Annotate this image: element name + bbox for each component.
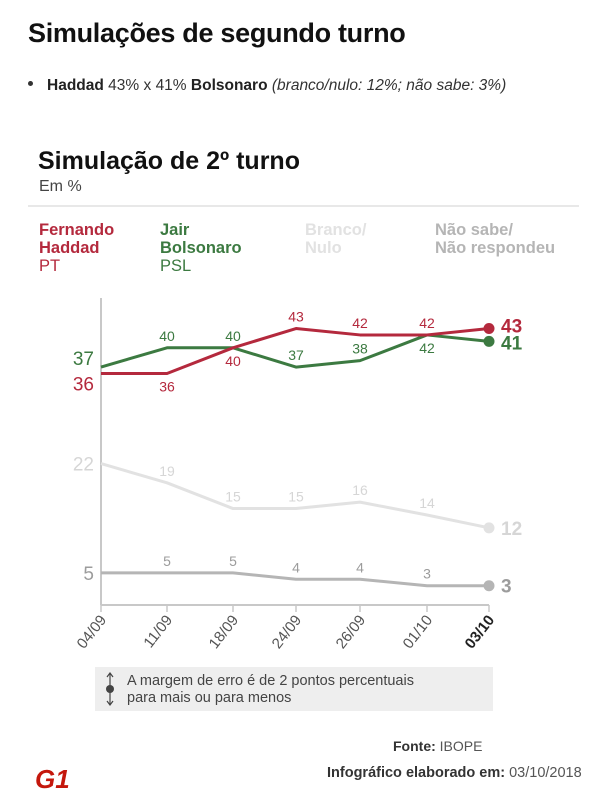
data-label-haddad-6: 43	[501, 317, 522, 338]
series-end-point-branco	[483, 522, 495, 534]
source-value: IBOPE	[439, 738, 483, 754]
data-label-haddad-3: 43	[288, 309, 304, 325]
data-label-naosabe-0: 5	[83, 564, 94, 585]
x-tick-label-1: 11/09	[140, 612, 176, 651]
data-label-naosabe-3: 4	[292, 559, 300, 575]
legend-haddad-name2: Haddad	[39, 239, 100, 257]
error-margin-text: A margem de erro é de 2 pontos percentua…	[127, 673, 414, 707]
data-label-bolsonaro-4: 38	[352, 341, 368, 357]
divider	[28, 205, 579, 207]
data-label-bolsonaro-0: 37	[73, 349, 94, 370]
summary-bullet: Haddad 43% x 41% Bolsonaro (branco/nulo:…	[28, 77, 506, 95]
data-label-haddad-4: 42	[352, 315, 368, 331]
legend-item-bolsonaro: Jair Bolsonaro PSL	[160, 221, 242, 275]
blank-undecided-note: (branco/nulo: 12%; não sabe: 3%)	[271, 77, 507, 94]
legend-branco-name2: Nulo	[305, 239, 342, 257]
candidate-a-name: Haddad	[47, 77, 104, 94]
data-label-naosabe-2: 5	[229, 553, 237, 569]
made-date-credit: Infográfico elaborado em: 03/10/2018	[327, 765, 582, 781]
x-tick-label-6: 03/10	[462, 612, 499, 652]
legend-haddad-name1: Fernando	[39, 221, 115, 239]
x-tick-label-5: 01/10	[400, 612, 437, 652]
chart-title: Simulação de 2º turno	[38, 147, 300, 175]
error-margin-box	[95, 667, 493, 711]
made-label: Infográfico elaborado em:	[327, 765, 506, 781]
error-margin-icon	[106, 672, 114, 706]
data-label-naosabe-5: 3	[423, 566, 431, 582]
source-label: Fonte:	[393, 738, 436, 754]
data-label-branco-0: 22	[73, 455, 94, 476]
series-end-point-bolsonaro	[483, 335, 495, 347]
chart-subtitle: Em %	[39, 178, 82, 195]
data-label-bolsonaro-2: 40	[225, 328, 241, 344]
data-label-naosabe-1: 5	[163, 553, 171, 569]
g1-logo-icon: G1	[35, 764, 70, 793]
data-label-bolsonaro-1: 40	[159, 328, 175, 344]
series-line-haddad	[101, 327, 490, 376]
legend-haddad-party: PT	[39, 257, 61, 275]
data-label-branco-1: 19	[159, 463, 175, 479]
bullet-dot-icon	[28, 81, 33, 87]
data-label-haddad-0: 36	[73, 375, 94, 396]
legend-item-naosabe: Não sabe/ Não respondeu	[435, 221, 555, 257]
error-margin-line1: A margem de erro é de 2 pontos percentua…	[127, 673, 414, 689]
error-margin-line2: para mais ou para menos	[127, 690, 292, 706]
series-end-point-naosabe	[483, 580, 495, 592]
data-label-haddad-5: 42	[419, 315, 435, 331]
series-line-branco	[100, 462, 490, 530]
page-title: Simulações de segundo turno	[28, 18, 406, 48]
candidate-b-pct: 41%	[155, 77, 187, 94]
legend-bolsonaro-name1: Jair	[160, 221, 190, 239]
data-label-bolsonaro-6: 41	[501, 333, 523, 354]
data-label-branco-3: 15	[288, 489, 304, 505]
data-label-haddad-1: 36	[159, 379, 175, 395]
x-tick-label-3: 24/09	[269, 612, 306, 652]
data-label-bolsonaro-3: 37	[288, 347, 304, 363]
data-label-branco-2: 15	[225, 489, 241, 505]
legend-item-branco: Branco/ Nulo	[305, 221, 366, 257]
made-value: 03/10/2018	[509, 765, 582, 781]
svg-text:G1: G1	[35, 764, 70, 793]
legend-branco-name1: Branco/	[305, 221, 367, 239]
legend-naosabe-name2: Não respondeu	[435, 239, 556, 257]
data-label-haddad-2: 40	[225, 353, 241, 369]
x-tick-label-4: 26/09	[333, 612, 370, 652]
x-tick-label-0: 04/09	[74, 612, 111, 652]
data-label-branco-4: 16	[352, 482, 368, 498]
data-label-branco-6: 12	[501, 519, 522, 540]
versus-separator: x	[143, 77, 152, 94]
candidate-a-pct: 43%	[108, 77, 140, 94]
legend-item-haddad: Fernando Haddad PT	[39, 221, 114, 275]
x-tick-label-2: 18/09	[206, 612, 243, 652]
legend-bolsonaro-name2: Bolsonaro	[160, 239, 242, 257]
data-label-naosabe-6: 3	[501, 577, 512, 598]
source-credit: Fonte: IBOPE	[393, 738, 482, 754]
legend-bolsonaro-party: PSL	[160, 257, 192, 275]
series-end-point-haddad	[483, 323, 495, 335]
data-label-naosabe-4: 4	[356, 559, 364, 575]
data-label-branco-5: 14	[419, 495, 435, 511]
data-label-bolsonaro-5: 42	[419, 340, 435, 356]
candidate-b-name: Bolsonaro	[190, 77, 268, 94]
legend-naosabe-name1: Não sabe/	[435, 221, 513, 239]
series-line-naosabe	[101, 571, 489, 588]
